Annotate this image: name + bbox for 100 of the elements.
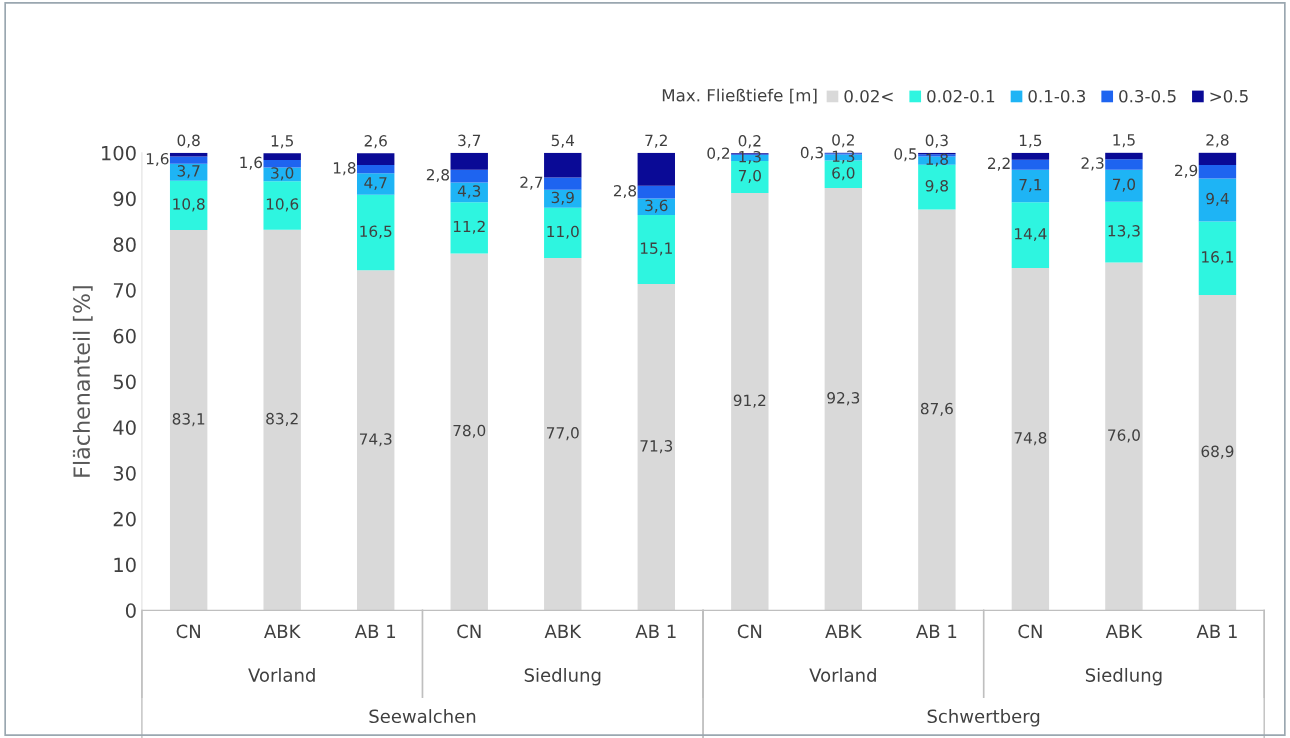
data-label: 91,2 [733,394,766,408]
data-label: 0,2 [832,134,854,148]
y-tick-label: 100 [102,145,136,161]
data-label: 77,0 [547,427,579,441]
data-label: 0,2 [738,135,761,149]
bar [1011,159,1050,170]
bar [637,214,675,285]
bar [544,177,582,190]
bar [824,188,863,611]
y-tick-label: 50 [113,374,136,390]
y-tick-label: 20 [113,511,136,527]
y-tick-label: 70 [113,282,136,298]
bar [637,185,675,199]
bar [1011,268,1050,611]
data-label: 7,2 [645,134,667,148]
data-label: 3,6 [645,199,668,213]
x-tick-label: CN [457,624,481,639]
data-label: 3,0 [271,167,294,181]
data-label: 11,0 [547,225,579,239]
text: Vorland [248,667,315,682]
text: Vorland [809,667,876,682]
bar [357,194,395,271]
data-label: 0,3 [925,134,948,148]
data-label: 0,3 [800,146,823,160]
bar [544,258,582,611]
data-label: 9,4 [1206,192,1229,206]
data-label: 2,7 [520,176,543,190]
x-tick-label: AB 1 [354,624,396,638]
data-label: 2,8 [1206,134,1229,148]
data-label: 0,5 [894,148,917,162]
bar [263,181,301,230]
data-label: 83,1 [172,413,205,427]
bar [357,270,395,611]
data-label: 15,1 [640,242,672,256]
y-axis-title: Flächenanteil [%] [72,286,93,477]
data-label: 1,5 [1113,134,1135,148]
bar [263,167,301,182]
y-tick-label: 0 [125,603,136,618]
legend-label: 0.02-0.1 [927,89,995,103]
bar [1105,169,1143,202]
data-label: 87,6 [920,402,953,416]
data-label: 3,7 [177,165,200,179]
data-label: 92,3 [827,392,860,406]
x-tick-label: AB 1 [1196,624,1237,638]
data-label: 3,7 [458,134,481,148]
y-tick-label: 80 [113,237,136,252]
data-label: 74,3 [359,433,392,447]
bar [1198,295,1237,611]
legend-title: Max. Fließtiefe [m] [662,88,817,104]
bar [1011,202,1050,269]
bar [263,229,301,611]
bar [1198,221,1237,296]
bar [357,165,395,174]
bar [731,193,769,611]
bar [357,153,395,166]
data-label: 74,8 [1014,432,1047,446]
bar [450,152,488,170]
x-tick-label: AB 1 [635,624,676,638]
bar [450,253,488,611]
bar [1011,169,1050,203]
bar [918,209,956,611]
bar [544,207,582,258]
y-tick-label: 30 [113,466,136,481]
data-label: 71,3 [640,440,673,454]
data-label: 14,4 [1015,228,1047,242]
data-label: 7,0 [738,169,761,184]
bar [450,169,488,183]
bar [263,160,301,168]
y-tick-label: 40 [113,420,136,435]
x-tick-label: AB 1 [916,624,957,638]
bar [169,180,208,231]
data-label: 3,9 [551,191,574,205]
bar [637,284,675,611]
bar [544,152,582,178]
data-label: 4,7 [364,177,387,191]
text: Siedlung [524,667,601,686]
data-label: 5,4 [551,134,575,148]
y-tick-label: 90 [113,191,136,207]
text: Schwertberg [927,709,1040,727]
bar [169,230,208,611]
data-label: 1,8 [333,162,356,176]
data-label: 11,2 [453,220,485,234]
data-label: 1,8 [926,153,948,167]
bar [169,156,208,164]
data-label: 76,0 [1108,429,1140,443]
x-tick-label: CN [1018,624,1042,639]
data-label: 1,6 [146,152,169,167]
data-label: 10,8 [173,198,205,212]
y-tick-label: 60 [113,328,136,344]
data-label: 10,6 [266,198,299,212]
data-label: 2,9 [1175,164,1198,178]
bar [1011,152,1050,160]
data-label: 2,8 [613,184,637,199]
data-label: 6,0 [832,167,855,181]
data-label: 78,0 [453,424,486,438]
data-label: 1,3 [739,150,761,165]
x-tick-label: CN [176,624,200,639]
data-label: 2,3 [1081,157,1104,171]
bar [263,153,301,161]
bar [357,173,395,195]
